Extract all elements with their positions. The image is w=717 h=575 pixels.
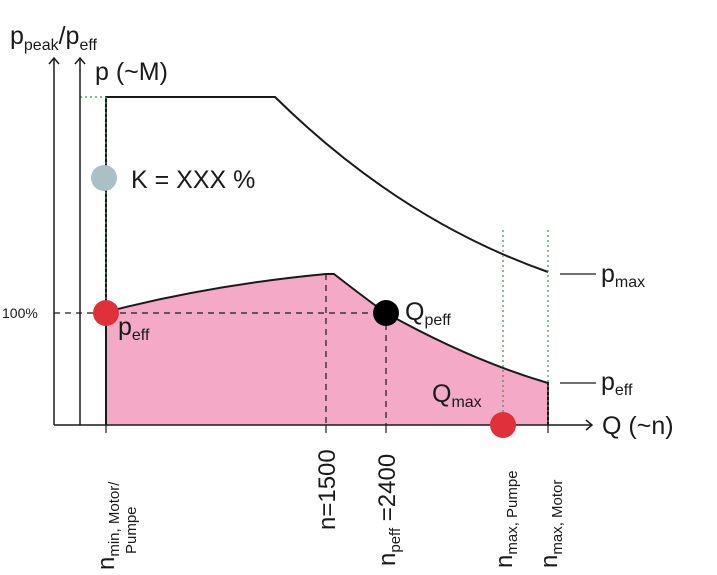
n-max-pumpe-sub: max, Pumpe [504, 470, 521, 554]
x-axis-title: Q (~n) [602, 412, 674, 440]
q-peff-sub: peff [424, 312, 451, 329]
k-marker [91, 165, 117, 191]
svg-text:nmin, Motor/: nmin, Motor/ [93, 481, 123, 570]
qmax-marker [490, 412, 516, 438]
p-eff-right-label: peff [601, 368, 633, 399]
x-label-n-max-pumpe: nmax, Pumpe [491, 470, 521, 568]
n-min-main: n [93, 557, 120, 570]
n-min-sub2: Pumpe [123, 506, 140, 554]
peff-start-marker [93, 300, 119, 326]
svg-text:nmax, Motor: nmax, Motor [536, 480, 566, 568]
q-peff-main: Q [405, 298, 424, 326]
x-label-n-max-motor: nmax, Motor [536, 480, 566, 568]
svg-text:npeff =2400: npeff =2400 [374, 454, 404, 566]
y-outer-sub: peak [24, 37, 60, 54]
x-label-n-min: nmin, Motor/ Pumpe [93, 481, 140, 570]
x-label-n-1500: n=1500 [314, 449, 341, 530]
n-peff-val: =2400 [374, 454, 401, 528]
y-axis-outer-title: ppeak/peff [10, 22, 98, 54]
p-eff-right-sub: eff [615, 382, 633, 399]
p-eff-right-main: p [601, 368, 615, 396]
n-min-sub1: min, Motor/ [106, 481, 123, 557]
svg-text:nmax, Pumpe: nmax, Pumpe [491, 470, 521, 568]
p-eff-left-main: p [118, 313, 132, 341]
q-max-sub: max [451, 394, 481, 411]
p-eff-left-sub: eff [132, 327, 150, 344]
p-max-label: pmax [601, 260, 645, 291]
n-max-pumpe-main: n [491, 555, 518, 568]
y-outer-sep: /p [59, 22, 80, 50]
q-max-main: Q [432, 380, 451, 408]
y-tick-100-label: 100% [2, 305, 38, 321]
k-value-label: K = XXX % [131, 166, 255, 194]
qpeff-marker [373, 300, 399, 326]
q-peff-label: Qpeff [405, 298, 451, 329]
x-label-n-peff: npeff =2400 [374, 454, 404, 566]
n-max-motor-main: n [536, 555, 563, 568]
y-outer-main: p [10, 22, 24, 50]
y-axis-inner-title: p (~M) [95, 58, 168, 86]
svg-text:n=1500: n=1500 [314, 449, 341, 530]
n-peff-sub: peff [387, 527, 404, 553]
p-max-main: p [601, 260, 615, 288]
p-max-sub: max [615, 274, 645, 291]
n-peff-main: n [374, 553, 401, 566]
y-outer-sub2: eff [79, 37, 97, 54]
n-max-motor-sub: max, Motor [549, 480, 566, 555]
